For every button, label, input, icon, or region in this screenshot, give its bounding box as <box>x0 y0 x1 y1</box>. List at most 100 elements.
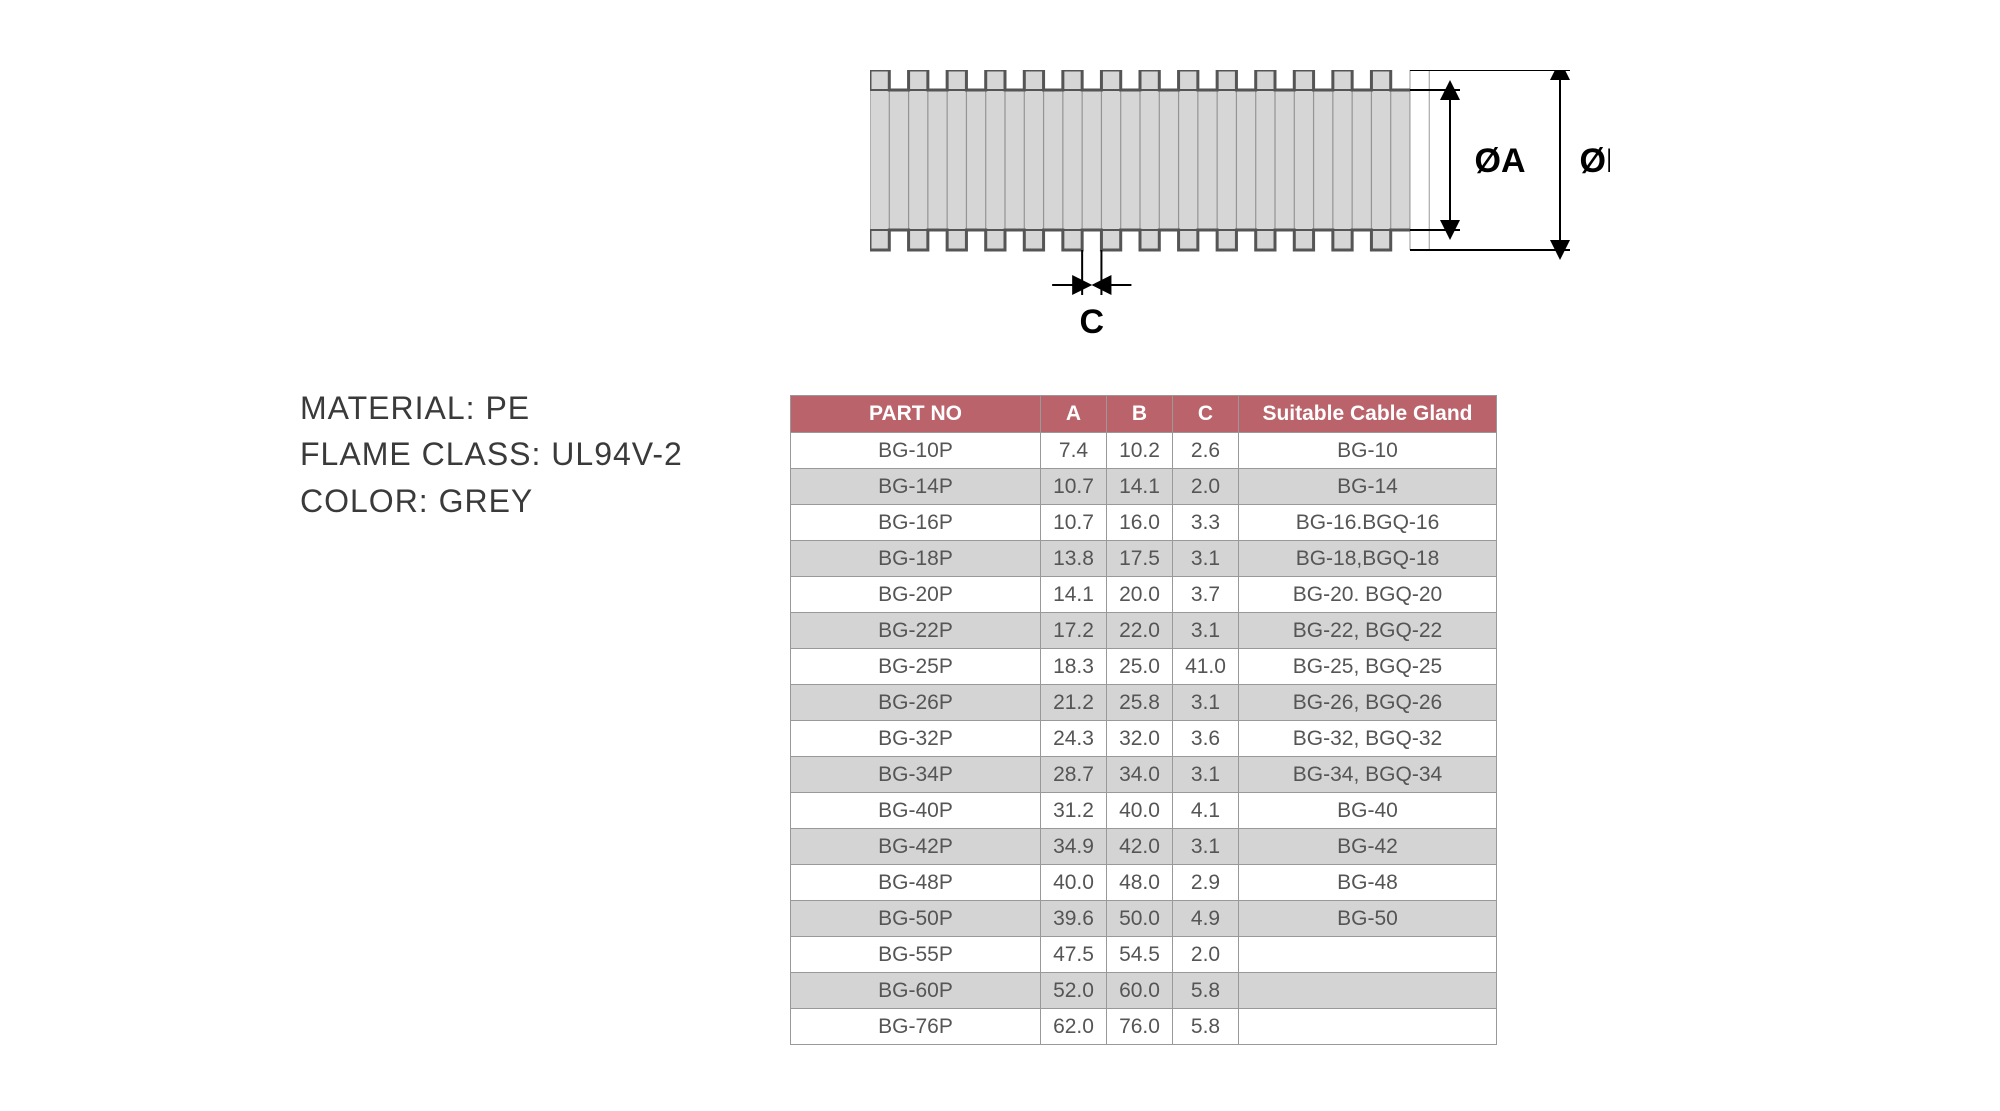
table-cell: 18.3 <box>1041 649 1107 685</box>
spec-table-wrap: PART NO A B C Suitable Cable Gland BG-10… <box>790 395 1497 1045</box>
table-cell: BG-22, BGQ-22 <box>1239 613 1497 649</box>
table-row: BG-50P39.650.04.9BG-50 <box>791 901 1497 937</box>
table-cell: BG-22P <box>791 613 1041 649</box>
conduit-diagram: ØA ØB C <box>870 70 1610 355</box>
table-row: BG-40P31.240.04.1BG-40 <box>791 793 1497 829</box>
table-cell: BG-14 <box>1239 469 1497 505</box>
table-cell: 3.6 <box>1173 721 1239 757</box>
table-cell: BG-32P <box>791 721 1041 757</box>
table-cell: 2.6 <box>1173 433 1239 469</box>
spec-table: PART NO A B C Suitable Cable Gland BG-10… <box>790 395 1497 1045</box>
color-value: GREY <box>439 483 534 519</box>
table-cell: 3.7 <box>1173 577 1239 613</box>
table-row: BG-22P17.222.03.1BG-22, BGQ-22 <box>791 613 1497 649</box>
table-cell: BG-42 <box>1239 829 1497 865</box>
table-row: BG-55P47.554.52.0 <box>791 937 1497 973</box>
table-cell <box>1239 973 1497 1009</box>
table-cell: 42.0 <box>1107 829 1173 865</box>
table-cell: 5.8 <box>1173 1009 1239 1045</box>
table-cell: BG-76P <box>791 1009 1041 1045</box>
svg-text:ØB: ØB <box>1580 142 1611 180</box>
col-part-no: PART NO <box>791 396 1041 433</box>
table-row: BG-48P40.048.02.9BG-48 <box>791 865 1497 901</box>
table-cell: 3.1 <box>1173 613 1239 649</box>
table-cell: BG-34P <box>791 757 1041 793</box>
table-row: BG-42P34.942.03.1BG-42 <box>791 829 1497 865</box>
table-cell: BG-60P <box>791 973 1041 1009</box>
table-cell: BG-40P <box>791 793 1041 829</box>
table-cell: 14.1 <box>1041 577 1107 613</box>
table-cell: 10.7 <box>1041 505 1107 541</box>
table-cell: 2.9 <box>1173 865 1239 901</box>
table-row: BG-20P14.120.03.7BG-20. BGQ-20 <box>791 577 1497 613</box>
table-cell: BG-32, BGQ-32 <box>1239 721 1497 757</box>
table-cell: BG-42P <box>791 829 1041 865</box>
flame-value: UL94V-2 <box>551 436 683 472</box>
table-cell: 2.0 <box>1173 469 1239 505</box>
table-cell: BG-20P <box>791 577 1041 613</box>
table-cell: BG-50 <box>1239 901 1497 937</box>
table-cell: 60.0 <box>1107 973 1173 1009</box>
specifications-block: MATERIAL: PE FLAME CLASS: UL94V-2 COLOR:… <box>300 385 683 524</box>
table-cell: BG-26, BGQ-26 <box>1239 685 1497 721</box>
table-cell: 3.3 <box>1173 505 1239 541</box>
svg-text:C: C <box>1080 303 1105 341</box>
table-cell: 5.8 <box>1173 973 1239 1009</box>
table-cell: 17.2 <box>1041 613 1107 649</box>
table-cell: 21.2 <box>1041 685 1107 721</box>
table-cell: 76.0 <box>1107 1009 1173 1045</box>
table-cell: 3.1 <box>1173 829 1239 865</box>
table-cell: 24.3 <box>1041 721 1107 757</box>
table-cell: BG-18P <box>791 541 1041 577</box>
col-c: C <box>1173 396 1239 433</box>
table-cell: 31.2 <box>1041 793 1107 829</box>
table-cell: 16.0 <box>1107 505 1173 541</box>
table-cell: 14.1 <box>1107 469 1173 505</box>
material-line: MATERIAL: PE <box>300 385 683 431</box>
table-cell: BG-14P <box>791 469 1041 505</box>
table-row: BG-18P13.817.53.1BG-18,BGQ-18 <box>791 541 1497 577</box>
material-value: PE <box>485 390 530 426</box>
table-row: BG-25P18.325.041.0BG-25, BGQ-25 <box>791 649 1497 685</box>
table-cell: 54.5 <box>1107 937 1173 973</box>
table-cell: 3.1 <box>1173 757 1239 793</box>
table-cell: 34.0 <box>1107 757 1173 793</box>
table-cell: 4.9 <box>1173 901 1239 937</box>
table-cell: 22.0 <box>1107 613 1173 649</box>
color-line: COLOR: GREY <box>300 478 683 524</box>
table-row: BG-32P24.332.03.6BG-32, BGQ-32 <box>791 721 1497 757</box>
table-cell: 3.1 <box>1173 685 1239 721</box>
col-a: A <box>1041 396 1107 433</box>
col-cable-gland: Suitable Cable Gland <box>1239 396 1497 433</box>
table-cell: 52.0 <box>1041 973 1107 1009</box>
col-b: B <box>1107 396 1173 433</box>
table-cell: BG-34, BGQ-34 <box>1239 757 1497 793</box>
table-cell <box>1239 937 1497 973</box>
table-cell: 40.0 <box>1107 793 1173 829</box>
table-row: BG-10P7.410.22.6BG-10 <box>791 433 1497 469</box>
table-cell: 50.0 <box>1107 901 1173 937</box>
table-row: BG-14P10.714.12.0BG-14 <box>791 469 1497 505</box>
svg-text:ØA: ØA <box>1475 142 1526 180</box>
table-cell: BG-26P <box>791 685 1041 721</box>
table-cell: BG-20. BGQ-20 <box>1239 577 1497 613</box>
table-header-row: PART NO A B C Suitable Cable Gland <box>791 396 1497 433</box>
table-cell: BG-25, BGQ-25 <box>1239 649 1497 685</box>
diagram-svg: ØA ØB C <box>870 70 1610 370</box>
table-cell: 32.0 <box>1107 721 1173 757</box>
table-cell: 13.8 <box>1041 541 1107 577</box>
table-cell: 4.1 <box>1173 793 1239 829</box>
table-row: BG-34P28.734.03.1BG-34, BGQ-34 <box>791 757 1497 793</box>
table-cell: 40.0 <box>1041 865 1107 901</box>
table-cell: 20.0 <box>1107 577 1173 613</box>
table-cell <box>1239 1009 1497 1045</box>
table-cell: 34.9 <box>1041 829 1107 865</box>
table-cell: BG-25P <box>791 649 1041 685</box>
table-cell: BG-50P <box>791 901 1041 937</box>
table-cell: BG-10 <box>1239 433 1497 469</box>
table-cell: 25.0 <box>1107 649 1173 685</box>
table-row: BG-60P52.060.05.8 <box>791 973 1497 1009</box>
table-cell: 28.7 <box>1041 757 1107 793</box>
table-cell: 10.2 <box>1107 433 1173 469</box>
table-cell: 17.5 <box>1107 541 1173 577</box>
